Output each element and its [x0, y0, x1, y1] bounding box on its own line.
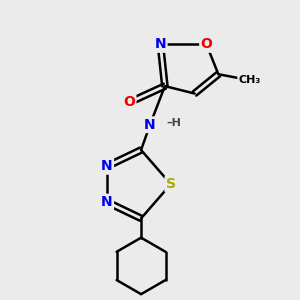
Text: N: N — [144, 118, 156, 132]
Text: CH₃: CH₃ — [238, 75, 261, 85]
Text: N: N — [101, 195, 113, 209]
Text: N: N — [154, 38, 166, 52]
Text: S: S — [166, 177, 176, 191]
Text: O: O — [200, 38, 212, 52]
Text: –H: –H — [166, 118, 181, 128]
Text: N: N — [101, 159, 113, 173]
Text: O: O — [123, 95, 135, 110]
